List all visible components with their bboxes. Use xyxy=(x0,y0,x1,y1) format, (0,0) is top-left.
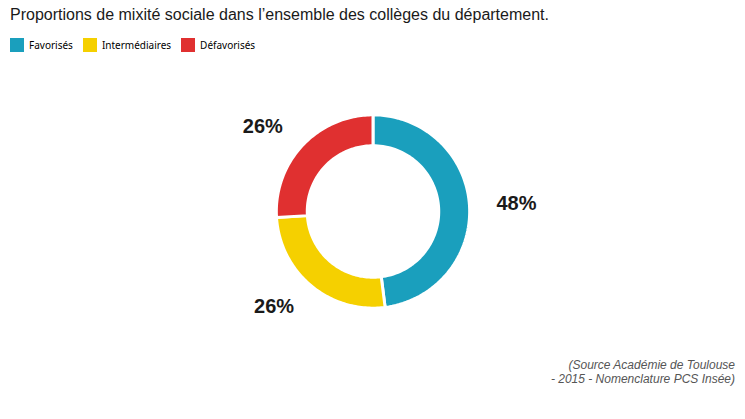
html-text:Défavorisés: Défavorisés xyxy=(200,37,256,52)
svg-text:26%: 26% xyxy=(254,295,294,317)
svg-text:48%: 48% xyxy=(496,192,536,214)
html-text:Favorisés: Favorisés xyxy=(29,37,73,52)
svg-text:26%: 26% xyxy=(243,115,283,137)
html-text:Proportions de mixité sociale: Proportions de mixité sociale dans l’ens… xyxy=(10,6,549,23)
html-text:(Source Académie de Toulouse -: (Source Académie de Toulouse - 2015 - No… xyxy=(550,358,735,386)
html-text:Intermédiaires: Intermédiaires xyxy=(101,37,172,52)
